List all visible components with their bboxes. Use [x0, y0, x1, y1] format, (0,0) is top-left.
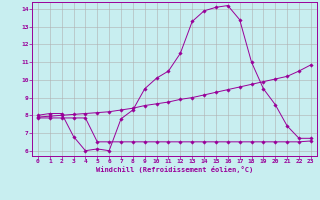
- X-axis label: Windchill (Refroidissement éolien,°C): Windchill (Refroidissement éolien,°C): [96, 166, 253, 173]
